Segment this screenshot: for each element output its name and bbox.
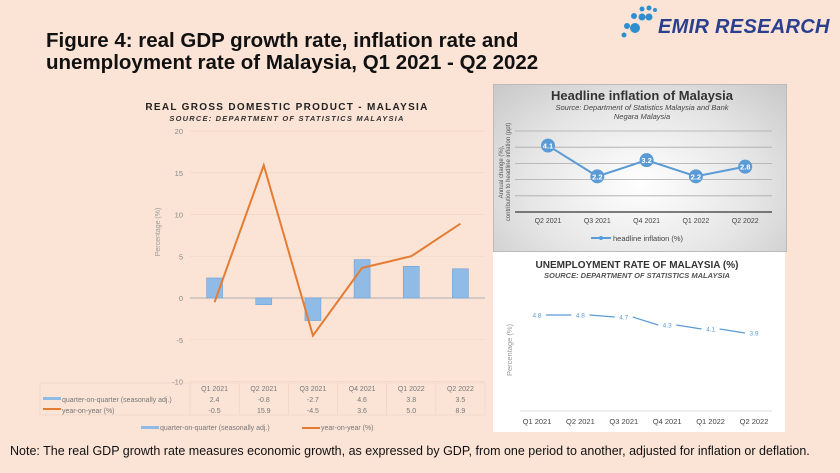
gdp-table-yoy-value: 5.0: [406, 408, 416, 415]
inflation-x-category-label: Q3 2021: [584, 218, 611, 225]
unemployment-x-category-label: Q2 2022: [740, 417, 769, 426]
gdp-data-table: [39, 382, 486, 416]
unemployment-line-segment: [719, 328, 746, 334]
gdp-table-qoq-value: 3.5: [456, 397, 466, 404]
legend-qoq-swatch: [141, 426, 159, 429]
unemployment-chart-subtitle: SOURCE: DEPARTMENT OF STATISTICS MALAYSI…: [544, 271, 730, 280]
inflation-point: [688, 169, 703, 184]
unemployment-line-segment: [676, 324, 702, 330]
unemployment-data-label: 4.8: [576, 313, 585, 320]
unemployment-data-label: 4.3: [663, 323, 672, 330]
footnote: Note: The real GDP growth rate measures …: [10, 444, 810, 458]
inflation-y-axis-label: Annual change (%),contribution to headli…: [499, 123, 512, 221]
gdp-x-category-label: Q2 2022: [447, 386, 474, 393]
gdp-x-category-label: Q1 2021: [201, 386, 228, 393]
gdp-y-axis-label: Percentage (%): [155, 208, 162, 257]
gdp-table-qoq-value: 2.4: [210, 397, 220, 404]
emir-research-logo: EMIR RESEARCH: [618, 4, 838, 44]
unemployment-data-label: 3.9: [749, 331, 758, 338]
inflation-x-category-label: Q1 2022: [682, 218, 709, 225]
inflation-legend-label: headline inflation (%): [613, 234, 684, 243]
gdp-y-tick-label: 0: [179, 294, 183, 303]
yoy-legend-swatch: [43, 408, 61, 410]
gdp-x-category-label: Q1 2022: [398, 386, 425, 393]
unemployment-data-label: 4.7: [619, 315, 628, 322]
unemployment-x-category-label: Q1 2022: [696, 417, 725, 426]
unemployment-line-segment: [632, 316, 659, 326]
gdp-qoq-bar: [353, 259, 371, 299]
gdp-chart-subtitle: SOURCE: DEPARTMENT OF STATISTICS MALAYSI…: [169, 114, 404, 123]
unemployment-chart-panel: [493, 252, 785, 432]
gdp-x-category-label: Q2 2021: [250, 386, 277, 393]
unemployment-line-segment: [589, 314, 615, 318]
legend-yoy-swatch: [302, 427, 320, 429]
unemployment-data-label: 4.8: [532, 313, 541, 320]
gdp-table-yoy-value: 3.6: [357, 408, 367, 415]
gdp-table-yoy-label: year-on-year (%): [62, 408, 115, 415]
inflation-data-label: 2.2: [691, 172, 701, 181]
inflation-point: [738, 159, 753, 174]
gdp-y-tick-label: 10: [175, 211, 183, 220]
logo-dots-icon: [621, 5, 657, 38]
inflation-data-label: 4.1: [543, 142, 553, 151]
inflation-data-label: 2.2: [592, 172, 602, 181]
inflation-x-category-label: Q4 2021: [633, 218, 660, 225]
legend-yoy-label: year-on-year (%): [321, 425, 374, 432]
gdp-table-qoq-value: -2.7: [307, 397, 319, 404]
gdp-x-category-label: Q3 2021: [299, 386, 326, 393]
gdp-qoq-bar: [452, 268, 469, 299]
gdp-table-qoq-value: 3.8: [406, 397, 416, 404]
gdp-y-tick-label: 15: [175, 169, 183, 178]
gdp-table-yoy-value: -4.5: [307, 408, 319, 415]
inflation-data-label: 2.8: [740, 163, 750, 172]
gdp-x-category-label: Q4 2021: [349, 386, 376, 393]
unemployment-x-category-label: Q3 2021: [609, 417, 638, 426]
gdp-table-yoy-value: -0.5: [209, 408, 221, 415]
inflation-data-label: 3.2: [641, 156, 651, 165]
unemployment-y-axis-label: Percentage (%): [505, 323, 514, 376]
inflation-point: [590, 169, 605, 184]
inflation-x-category-label: Q2 2021: [535, 218, 562, 225]
logo-text: EMIR RESEARCH: [658, 16, 830, 38]
title-line-1: Figure 4: real GDP growth rate, inflatio…: [46, 29, 519, 52]
gdp-chart-title: REAL GROSS DOMESTIC PRODUCT - MALAYSIA: [145, 102, 428, 113]
gdp-table-yoy-value: 15.9: [257, 408, 271, 415]
unemployment-x-category-label: Q2 2021: [566, 417, 595, 426]
gdp-y-tick-label: 5: [179, 252, 183, 261]
slide-title: Figure 4: real GDP growth rate, inflatio…: [46, 30, 538, 74]
legend-qoq-label: quarter-on-quarter (seasonally adj.): [160, 425, 270, 432]
gdp-qoq-bar: [402, 265, 420, 299]
qoq-legend-swatch: [43, 397, 61, 400]
gdp-y-tick-label: -5: [176, 336, 183, 345]
gdp-table-yoy-value: 8.9: [456, 408, 466, 415]
gdp-yoy-line: [213, 161, 461, 338]
unemployment-x-category-label: Q4 2021: [653, 417, 682, 426]
inflation-point: [541, 138, 555, 153]
unemployment-x-category-label: Q1 2021: [523, 417, 552, 426]
unemployment-data-label: 4.1: [706, 327, 715, 334]
inflation-point: [639, 153, 654, 168]
inflation-legend-marker: [599, 236, 603, 240]
gdp-table-qoq-value: -0.8: [258, 397, 270, 404]
inflation-chart-subtitle: Source: Department of Statistics Malaysi…: [556, 103, 730, 121]
gdp-y-tick-label: 20: [175, 127, 183, 136]
gdp-qoq-bar: [255, 297, 273, 305]
gdp-table-qoq-label: quarter-on-quarter (seasonally adj.): [62, 397, 172, 404]
inflation-chart-title: Headline inflation of Malaysia: [551, 88, 734, 103]
title-line-2: unemployment rate of Malaysia, Q1 2021 -…: [46, 51, 539, 74]
unemployment-chart-title: UNEMPLOYMENT RATE OF MALAYSIA (%): [536, 260, 739, 271]
gdp-y-tick-label: -10: [172, 378, 183, 387]
inflation-x-category-label: Q2 2022: [732, 218, 759, 225]
gdp-table-qoq-value: 4.6: [357, 397, 367, 404]
